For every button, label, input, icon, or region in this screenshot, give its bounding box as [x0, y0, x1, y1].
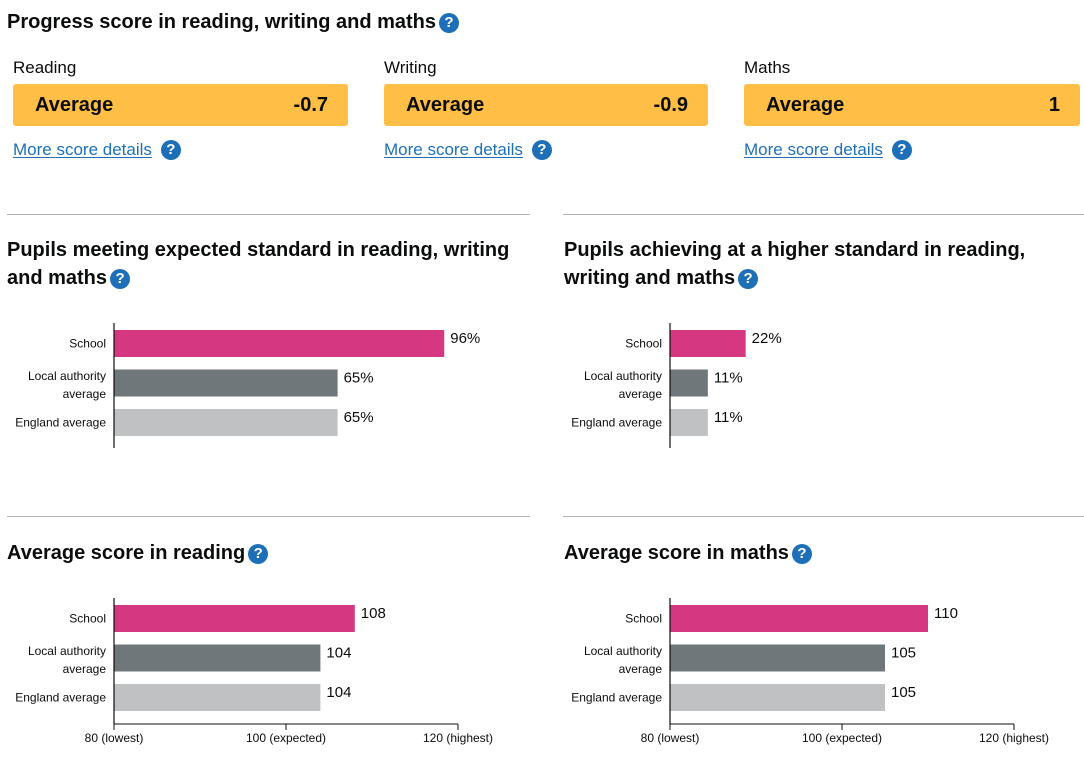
expected-standard-title: Pupils meeting expected standard in read…	[7, 236, 530, 292]
progress-subject-label: Maths	[744, 58, 791, 77]
bar-school	[670, 330, 746, 357]
title-line: and maths	[7, 267, 108, 289]
progress-score: -0.7	[293, 93, 328, 116]
progress-band: Average	[766, 93, 845, 116]
title-text: Average score in maths	[564, 542, 789, 564]
progress-reading: Reading Average -0.7 More score details?	[13, 56, 348, 162]
category-label: School	[69, 612, 106, 626]
value-label: 96%	[450, 330, 480, 347]
progress-score: 1	[1048, 93, 1060, 116]
question-circle-icon[interactable]: ?	[248, 544, 269, 564]
maths-average-title: Average score in maths?	[564, 539, 812, 567]
chart-svg: School 110 Local authority average 105 Englan…	[571, 598, 1049, 745]
section-divider	[563, 516, 1084, 517]
progress-score-box: Average -0.7	[13, 84, 348, 126]
expected-standard-chart: School 96% Local authority average 65% Englan…	[0, 318, 530, 454]
value-label: 22%	[752, 330, 782, 347]
question-circle-icon[interactable]: ?	[110, 269, 131, 289]
progress-subject-label: Writing	[384, 58, 437, 77]
bar-school	[670, 605, 928, 632]
bar-england	[114, 684, 321, 711]
x-tick-label: 100 (expected)	[802, 731, 882, 745]
progress-band: Average	[406, 93, 485, 116]
question-circle-icon[interactable]: ?	[160, 140, 181, 160]
x-tick-label: 100 (expected)	[246, 731, 326, 745]
bar-england	[670, 684, 885, 711]
bar-england	[114, 409, 338, 436]
section-divider	[563, 214, 1084, 215]
value-label: 104	[326, 645, 351, 662]
more-score-details-link[interactable]: More score details	[744, 140, 883, 159]
x-tick-label: 120 (highest)	[423, 731, 493, 745]
maths-score-chart: School 110 Local authority average 105 Englan…	[556, 593, 1084, 753]
title-line: Pupils meeting expected standard in read…	[7, 239, 510, 261]
higher-standard-chart: School 22% Local authority average 11% Englan…	[556, 318, 1084, 454]
question-circle-icon[interactable]: ?	[738, 269, 759, 289]
question-circle-icon[interactable]: ?	[439, 13, 459, 33]
chart-svg: School 22% Local authority average 11% Englan…	[571, 323, 782, 448]
question-circle-icon[interactable]: ?	[891, 140, 912, 160]
progress-band: Average	[35, 93, 114, 116]
bar-school	[114, 605, 355, 632]
question-circle-icon[interactable]: ?	[791, 544, 812, 564]
progress-title: Progress score in reading, writing and m…	[7, 8, 459, 36]
value-label: 105	[891, 645, 916, 662]
category-label: England average	[571, 416, 662, 430]
chart-svg: School 108 Local authority average 104 Englan…	[15, 598, 493, 745]
value-label: 65%	[344, 409, 374, 426]
progress-maths: Maths Average 1 More score details?	[744, 56, 1080, 162]
x-tick-label: 80 (lowest)	[85, 731, 144, 745]
category-label: England average	[571, 691, 662, 705]
higher-standard-title: Pupils achieving at a higher standard in…	[564, 236, 1084, 292]
bar-local-authority	[670, 644, 885, 672]
category-label: England average	[15, 416, 106, 430]
category-label: Local authority average	[28, 644, 106, 676]
progress-score-box: Average 1	[744, 84, 1080, 126]
x-tick-label: 80 (lowest)	[641, 731, 700, 745]
value-label: 104	[326, 684, 351, 701]
progress-title-text: Progress score in reading, writing and m…	[7, 11, 436, 33]
bar-local-authority	[114, 644, 321, 672]
bar-local-authority	[114, 369, 338, 397]
category-label: England average	[15, 691, 106, 705]
bar-local-authority	[670, 369, 708, 397]
value-label: 11%	[714, 409, 743, 426]
value-label: 11%	[714, 370, 743, 387]
chart-svg: School 96% Local authority average 65% Englan…	[15, 323, 480, 448]
title-line: writing and maths	[564, 267, 736, 289]
bar-england	[670, 409, 708, 436]
bar-school	[114, 330, 445, 357]
more-score-details-link[interactable]: More score details	[13, 140, 152, 159]
progress-score-box: Average -0.9	[384, 84, 708, 126]
progress-score: -0.9	[653, 93, 688, 116]
x-tick-label: 120 (highest)	[979, 731, 1049, 745]
value-label: 110	[934, 605, 958, 622]
category-label: School	[69, 337, 106, 351]
title-line: Pupils achieving at a higher standard in…	[564, 239, 1026, 261]
section-divider	[7, 214, 530, 215]
value-label: 65%	[344, 370, 374, 387]
category-label: School	[625, 612, 662, 626]
progress-subject-label: Reading	[13, 58, 77, 77]
category-label: Local authority average	[584, 369, 662, 401]
more-score-details-link[interactable]: More score details	[384, 140, 523, 159]
section-divider	[7, 516, 530, 517]
value-label: 108	[361, 605, 386, 622]
category-label: Local authority average	[584, 644, 662, 676]
category-label: Local authority average	[28, 369, 106, 401]
progress-writing: Writing Average -0.9 More score details?	[384, 56, 708, 162]
title-text: Average score in reading	[7, 542, 246, 564]
value-label: 105	[891, 684, 916, 701]
question-circle-icon[interactable]: ?	[531, 140, 552, 160]
reading-score-chart: School 108 Local authority average 104 Englan…	[0, 593, 530, 753]
category-label: School	[625, 337, 662, 351]
reading-average-title: Average score in reading?	[7, 539, 269, 567]
